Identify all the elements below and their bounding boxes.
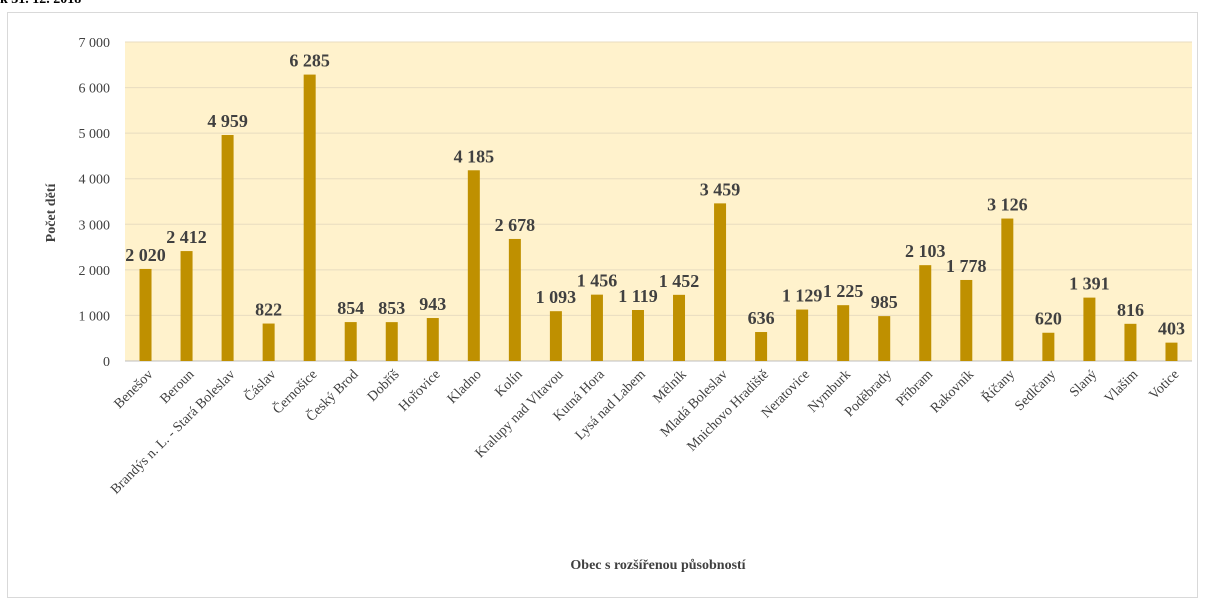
x-tick-label: Hořovice <box>396 367 443 414</box>
y-tick-label: 6 000 <box>79 82 111 97</box>
data-label: 403 <box>1158 319 1185 339</box>
x-tick-label: Dobříš <box>365 367 403 405</box>
x-tick-label: Kolín <box>493 367 526 400</box>
data-label: 4 959 <box>207 111 248 131</box>
bar <box>262 323 275 361</box>
bar <box>960 279 973 361</box>
bar <box>344 322 357 361</box>
data-label: 1 391 <box>1069 274 1110 294</box>
bars <box>139 74 1178 362</box>
bar <box>426 318 439 361</box>
data-label: 4 185 <box>454 146 495 166</box>
data-label: 1 456 <box>577 271 618 291</box>
data-label: 822 <box>255 300 282 320</box>
data-label: 1 129 <box>782 286 823 306</box>
data-label: 6 285 <box>289 51 330 71</box>
y-axis-ticks: 0 1 000 2 000 3 000 4 000 5 000 6 000 7 000 <box>79 36 111 370</box>
bar <box>1083 297 1096 361</box>
bar <box>1001 218 1014 361</box>
data-label: 1 225 <box>823 281 864 301</box>
data-label: 2 412 <box>166 227 207 247</box>
data-label: 1 093 <box>536 287 577 307</box>
x-tick-label: Rakovník <box>928 367 977 416</box>
bar <box>221 135 234 361</box>
bar <box>508 238 521 361</box>
x-axis-title: Obec s rozšířenou působností <box>570 558 746 573</box>
x-tick-label: Slaný <box>1067 367 1100 400</box>
y-tick-label: 7 000 <box>79 36 111 51</box>
bar <box>139 268 152 361</box>
x-tick-label: Sedlčany <box>1012 367 1059 414</box>
data-label: 2 020 <box>125 245 166 265</box>
x-tick-label: Benešov <box>112 367 157 412</box>
data-label: 1 119 <box>618 286 658 306</box>
data-label: 1 452 <box>659 271 700 291</box>
x-tick-label: Beroun <box>158 367 198 407</box>
y-tick-label: 0 <box>103 355 110 370</box>
y-tick-label: 4 000 <box>79 173 111 188</box>
bar <box>467 170 480 361</box>
x-tick-label: Lysá nad Labem <box>573 367 649 443</box>
y-tick-label: 2 000 <box>79 264 111 279</box>
x-tick-label: Vlašim <box>1102 367 1141 406</box>
bar <box>673 294 686 361</box>
data-label: 943 <box>419 294 446 314</box>
bar <box>1042 332 1055 361</box>
bar <box>714 203 727 361</box>
y-tick-label: 1 000 <box>79 309 111 324</box>
bar <box>755 332 768 361</box>
bar-chart: 0 1 000 2 000 3 000 4 000 5 000 6 000 7 000 2 0… <box>44 36 1192 573</box>
data-label: 1 778 <box>946 256 987 276</box>
data-label: 636 <box>748 308 775 328</box>
bar <box>303 74 316 362</box>
bar <box>385 322 398 361</box>
bar <box>631 310 644 361</box>
data-label: 985 <box>871 292 898 312</box>
x-tick-label: Říčany <box>978 366 1018 406</box>
bar <box>180 251 193 361</box>
x-tick-label: Mělník <box>651 367 690 406</box>
x-tick-label: Čáslav <box>240 366 279 405</box>
data-label: 3 459 <box>700 179 741 199</box>
x-tick-label: Kladno <box>445 367 485 407</box>
bar <box>878 316 891 361</box>
data-label: 2 103 <box>905 241 946 261</box>
data-label: 3 126 <box>987 195 1028 215</box>
x-tick-label: Votice <box>1147 367 1183 403</box>
bar <box>1165 342 1178 361</box>
data-label: 853 <box>378 298 405 318</box>
header-fragment: k 31. 12. 2018 <box>0 0 81 8</box>
bar <box>1124 323 1137 361</box>
y-tick-label: 3 000 <box>79 218 111 233</box>
chart-frame: 0 1 000 2 000 3 000 4 000 5 000 6 000 7 000 2 0… <box>7 12 1198 598</box>
bar <box>590 294 603 361</box>
bar <box>837 305 850 361</box>
plot-area <box>125 42 1192 361</box>
gridlines <box>125 41 1192 362</box>
data-label: 816 <box>1117 300 1144 320</box>
data-label: 620 <box>1035 309 1062 329</box>
bar <box>796 309 809 361</box>
y-axis-title: Počet dětí <box>44 183 59 243</box>
data-label: 2 678 <box>495 215 536 235</box>
bar <box>549 311 562 361</box>
bar <box>919 265 932 361</box>
y-tick-label: 5 000 <box>79 127 111 142</box>
data-label: 854 <box>337 298 364 318</box>
